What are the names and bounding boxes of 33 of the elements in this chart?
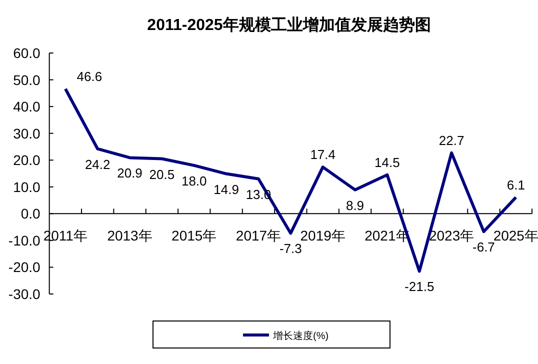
- data-label: 24.2: [84, 156, 110, 172]
- data-label: 14.5: [374, 154, 400, 170]
- legend: 增长速度(%): [152, 320, 390, 348]
- data-label: 20.5: [149, 166, 175, 182]
- y-tick-label: 10.0: [13, 178, 41, 195]
- data-label: 22.7: [438, 132, 464, 148]
- legend-label: 增长速度(%): [272, 330, 329, 342]
- y-tick-label: -10.0: [8, 232, 41, 248]
- y-tick-label: 30.0: [13, 125, 41, 142]
- data-label: 46.6: [76, 68, 102, 84]
- x-tick-label: 2019年: [300, 228, 346, 244]
- data-label: 18.0: [181, 173, 207, 188]
- y-tick-label: 20.0: [13, 152, 41, 168]
- data-label: -7.3: [279, 241, 302, 256]
- data-label: 6.1: [506, 177, 525, 192]
- y-tick-label: 40.0: [13, 98, 41, 115]
- x-tick-label: 2025年: [493, 228, 538, 244]
- y-tick-label: 60.0: [13, 45, 41, 61]
- x-tick-label: 2023年: [428, 228, 474, 244]
- y-tick-label: 50.0: [13, 72, 41, 88]
- data-label: 20.9: [117, 166, 142, 181]
- data-label: 17.4: [310, 147, 336, 162]
- data-label: -21.5: [404, 279, 434, 294]
- x-tick-label: 2015年: [172, 228, 217, 244]
- x-tick-label: 2017年: [236, 228, 282, 244]
- y-tick-label: 0.0: [20, 206, 41, 222]
- y-tick-label: -30.0: [8, 286, 41, 302]
- data-label: 14.9: [214, 182, 239, 197]
- data-label: -6.7: [472, 240, 495, 255]
- x-tick-label: 2013年: [107, 228, 152, 244]
- chart-title: 2011-2025年规模工业增加值发展趋势图: [147, 16, 431, 34]
- data-label: 8.9: [346, 198, 364, 213]
- y-tick-label: -20.0: [8, 259, 41, 276]
